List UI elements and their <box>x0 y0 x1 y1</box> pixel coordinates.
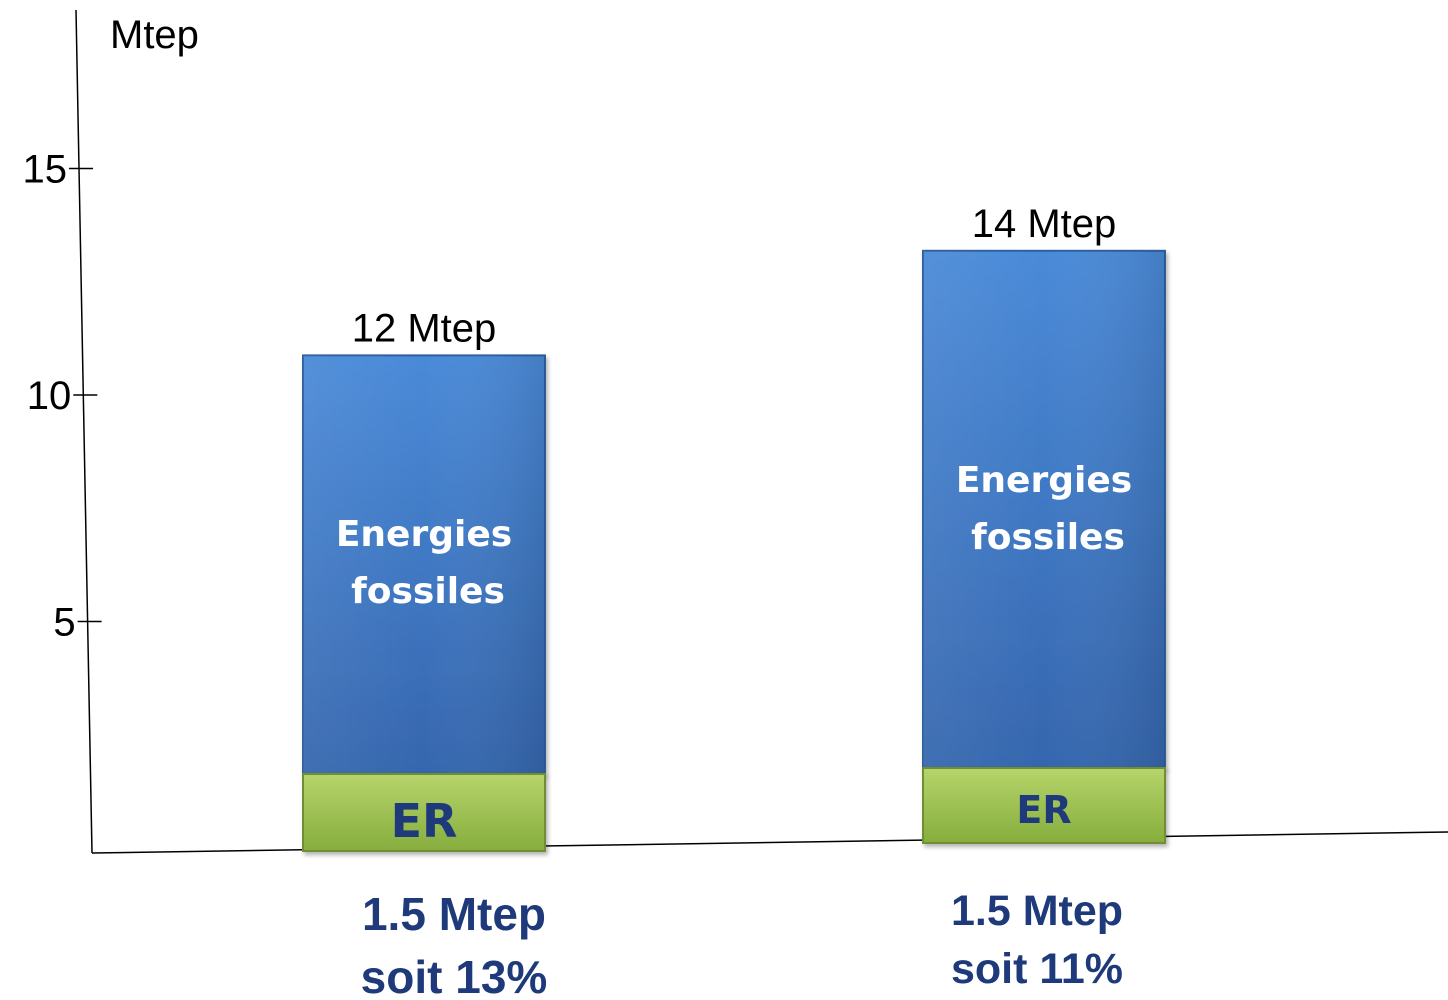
bar-sub-label-share: soit 11% <box>951 945 1123 993</box>
bar-sub-label-amount: 1.5 Mtep <box>362 888 546 940</box>
bar-total-label: 12 Mtep <box>352 306 497 350</box>
bar-group: 12 Mtep Energies fossiles ER 1.5 Mtep soit 13… <box>302 306 548 1000</box>
bar-segment-er <box>302 773 546 852</box>
bar-segment-fossil-shade <box>923 250 1165 769</box>
bar-sub-label-amount: 1.5 Mtep <box>951 887 1123 935</box>
y-tick-label: 15 <box>23 148 68 192</box>
bar-segment-er-label: ER <box>391 794 458 848</box>
y-axis-ticks: 5 10 15 <box>23 148 102 645</box>
bar-segment-er <box>922 767 1166 844</box>
y-axis-line <box>75 9 93 854</box>
y-axis-label: Mtep <box>110 13 199 57</box>
bar-segment-fossil-shade <box>303 355 545 774</box>
y-tick-label: 5 <box>53 601 75 645</box>
bar-sub-label-share: soit 13% <box>361 951 548 1000</box>
bars: 12 Mtep Energies fossiles ER 1.5 Mtep soit 13… <box>302 202 1166 1000</box>
bar-segment-fossil-label: Energies fossiles <box>956 460 1132 558</box>
y-tick-label: 10 <box>27 374 72 418</box>
bar-segment-fossil-label: Energies fossiles <box>336 514 512 612</box>
bar-segment-er-label: ER <box>1016 788 1071 832</box>
bar-group: 14 Mtep Energies fossiles ER 1.5 Mtep soit 11… <box>922 202 1166 993</box>
x-axis-line <box>91 831 1448 854</box>
bar-total-label: 14 Mtep <box>972 202 1117 246</box>
